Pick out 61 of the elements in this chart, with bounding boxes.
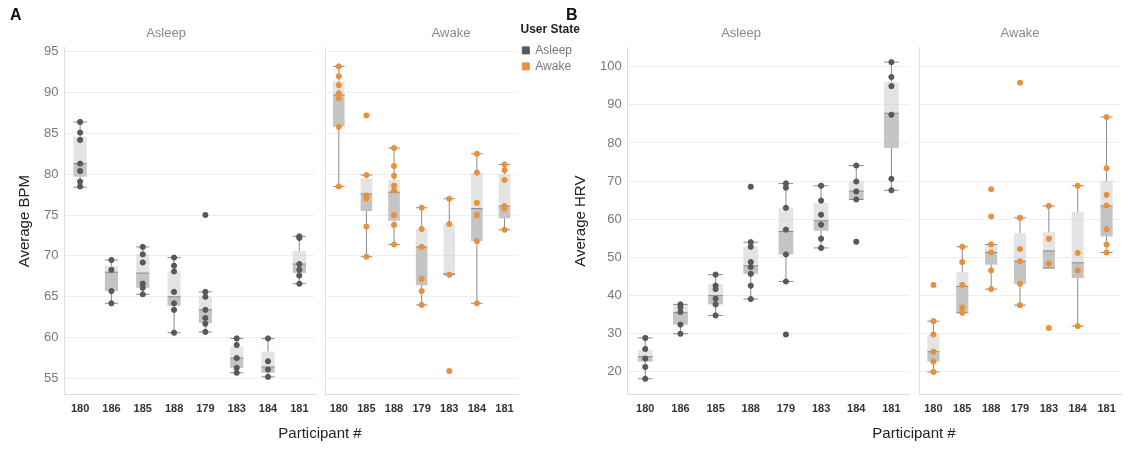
y-tick-label: 70 [43, 247, 59, 263]
y-tick-label: 90 [43, 84, 59, 100]
x-tick-label: 179 [776, 402, 796, 415]
y-tick-label: 40 [607, 287, 622, 303]
chart-title: Awake [1000, 25, 1040, 41]
y-tick-label: 85 [43, 124, 59, 140]
y-tick-label: 80 [607, 134, 622, 150]
x-tick-label: 181 [290, 402, 309, 415]
x-tick-label: 181 [1097, 402, 1116, 415]
x-tick-label: 186 [102, 402, 121, 415]
y-tick-label: 70 [607, 172, 622, 188]
y-tick-label: 55 [43, 370, 59, 386]
y-tick-label: 75 [43, 206, 59, 222]
y-tick-label: 90 [607, 96, 622, 112]
legend-title: User State [520, 22, 581, 37]
y-tick-label: 100 [599, 58, 622, 74]
x-tick-label: 184 [847, 402, 867, 415]
x-tick-label: 185 [133, 402, 152, 415]
x-tick-label: 179 [1010, 402, 1030, 415]
y-tick-label: 80 [43, 165, 59, 181]
x-tick-label: 180 [924, 402, 943, 415]
legend-label: Awake [535, 58, 572, 73]
y-tick-label: 60 [607, 210, 622, 226]
x-tick-label: 188 [164, 402, 184, 415]
y-tick-label: 20 [607, 363, 622, 379]
x-tick-label: 183 [1039, 402, 1059, 415]
x-tick-label: 188 [384, 402, 404, 415]
x-tick-label: 184 [467, 402, 487, 415]
y-axis-title: Average BPM [15, 175, 33, 268]
x-tick-label: 181 [882, 402, 901, 415]
x-tick-label: 181 [495, 402, 514, 415]
x-tick-label: 186 [671, 402, 690, 415]
x-tick-label: 180 [70, 402, 90, 415]
x-tick-label: 184 [258, 402, 279, 415]
x-tick-label: 179 [196, 402, 215, 415]
chart-title: Awake [431, 25, 471, 41]
text: B [566, 6, 578, 24]
x-tick-label: 179 [412, 402, 431, 415]
x-tick-label: 180 [636, 402, 655, 415]
x-tick-label: 185 [706, 402, 725, 415]
y-tick-label: 30 [607, 325, 622, 341]
y-tick-label: 60 [43, 329, 59, 345]
x-axis-title: Participant # [277, 424, 363, 441]
chart-title: Asleep [146, 25, 186, 41]
x-tick-label: 185 [357, 402, 376, 415]
text: A [10, 6, 22, 24]
x-axis-title: Participant # [871, 424, 957, 441]
x-tick-label: 185 [953, 402, 972, 415]
x-tick-label: 184 [1068, 402, 1088, 415]
y-tick-label: 50 [607, 249, 622, 265]
x-tick-label: 183 [227, 402, 246, 415]
y-axis-title: Average HRV [571, 175, 589, 267]
x-tick-label: 188 [981, 402, 1001, 415]
y-tick-label: 65 [43, 288, 59, 304]
x-tick-label: 183 [811, 402, 831, 415]
x-tick-label: 180 [329, 402, 348, 415]
x-tick-label: 188 [741, 402, 760, 415]
chart-title: Asleep [721, 25, 761, 41]
y-tick-label: 95 [43, 43, 59, 59]
x-tick-label: 183 [440, 402, 459, 415]
legend-label: Asleep [535, 42, 573, 57]
